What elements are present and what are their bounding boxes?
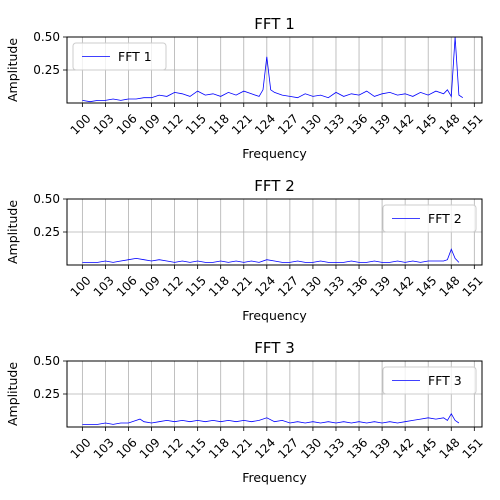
y-axis-label: Amplitude [5, 38, 20, 102]
x-tick-label: 133 [321, 273, 347, 299]
x-tick-label: 115 [183, 435, 209, 461]
x-tick-label: 121 [229, 273, 255, 299]
x-tick-label: 112 [160, 111, 186, 137]
legend: FFT 2 [382, 204, 477, 233]
x-tick-label: 112 [160, 273, 186, 299]
x-tick-label: 148 [437, 435, 463, 461]
series-line-1 [82, 413, 460, 425]
x-tick-label: 121 [229, 435, 255, 461]
chart-title: FFT 2 [254, 177, 294, 195]
x-tick-label: 136 [344, 435, 370, 461]
series-line-1 [82, 248, 460, 263]
x-tick-label: 121 [229, 111, 255, 137]
x-tick-label: 142 [390, 435, 416, 461]
x-tick-label: 127 [275, 435, 301, 461]
x-tick-label: 103 [91, 435, 117, 461]
x-tick-label: 118 [206, 435, 232, 461]
x-tick-label: 130 [298, 273, 324, 299]
chart-panel-2: FFT 210010310610911211511812112412713013… [5, 177, 486, 323]
x-tick-label: 145 [413, 273, 439, 299]
x-tick-label: 103 [91, 273, 117, 299]
legend: FFT 3 [382, 366, 477, 395]
x-tick-label: 106 [114, 435, 140, 461]
legend: FFT 1 [72, 42, 167, 71]
x-tick-label: 151 [460, 435, 486, 461]
x-tick-label: 124 [252, 111, 278, 137]
x-tick-label: 100 [68, 273, 94, 299]
x-tick-label: 109 [137, 111, 163, 137]
x-tick-label: 109 [137, 273, 163, 299]
y-tick-label: 0.50 [33, 354, 60, 368]
x-tick-label: 142 [390, 273, 416, 299]
x-tick-label: 103 [91, 111, 117, 137]
y-tick-label: 0.25 [33, 63, 60, 77]
x-tick-label: 124 [252, 435, 278, 461]
y-tick-label: 0.25 [33, 387, 60, 401]
x-tick-label: 139 [367, 435, 393, 461]
x-tick-label: 118 [206, 273, 232, 299]
chart-panel-3: FFT 310010310610911211511812112412713013… [5, 339, 486, 485]
y-tick-label: 0.50 [33, 192, 60, 206]
chart-title: FFT 1 [254, 15, 294, 33]
x-tick-label: 151 [460, 273, 486, 299]
chart-panel-1: FFT 110010310610911211511812112412713013… [5, 15, 486, 161]
x-tick-label: 151 [460, 111, 486, 137]
chart-title: FFT 3 [254, 339, 294, 357]
legend-box [72, 42, 167, 71]
x-tick-label: 106 [114, 273, 140, 299]
x-tick-label: 133 [321, 111, 347, 137]
x-tick-label: 106 [114, 111, 140, 137]
x-axis-label: Frequency [242, 146, 307, 161]
x-tick-label: 139 [367, 273, 393, 299]
x-tick-label: 139 [367, 111, 393, 137]
x-tick-label: 109 [137, 435, 163, 461]
x-tick-label: 142 [390, 111, 416, 137]
x-tick-label: 112 [160, 435, 186, 461]
x-tick-label: 115 [183, 273, 209, 299]
x-tick-label: 136 [344, 273, 370, 299]
x-tick-label: 148 [437, 273, 463, 299]
x-tick-label: 100 [68, 111, 94, 137]
y-tick-label: 0.25 [33, 225, 60, 239]
x-tick-label: 130 [298, 111, 324, 137]
legend-label: FFT 1 [118, 49, 152, 64]
x-tick-label: 145 [413, 111, 439, 137]
y-axis-label: Amplitude [5, 362, 20, 426]
legend-box [382, 366, 477, 395]
x-tick-label: 130 [298, 435, 324, 461]
x-tick-label: 100 [68, 435, 94, 461]
x-tick-label: 133 [321, 435, 347, 461]
x-tick-label: 136 [344, 111, 370, 137]
x-tick-label: 127 [275, 111, 301, 137]
y-tick-label: 0.50 [33, 30, 60, 44]
legend-label: FFT 2 [428, 211, 462, 226]
x-axis-label: Frequency [242, 470, 307, 485]
y-axis-label: Amplitude [5, 200, 20, 264]
x-axis-label: Frequency [242, 308, 307, 323]
x-tick-label: 127 [275, 273, 301, 299]
x-tick-label: 118 [206, 111, 232, 137]
x-tick-label: 115 [183, 111, 209, 137]
x-tick-label: 145 [413, 435, 439, 461]
x-tick-label: 148 [437, 111, 463, 137]
series-line-1 [82, 36, 464, 103]
legend-box [382, 204, 477, 233]
x-tick-label: 124 [252, 273, 278, 299]
legend-label: FFT 3 [428, 373, 462, 388]
